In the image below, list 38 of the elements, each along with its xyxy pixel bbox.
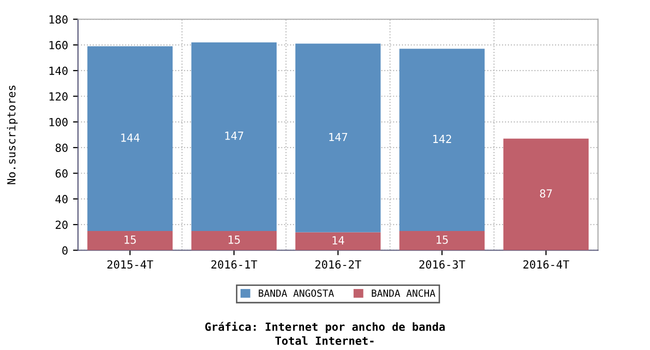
x-tick-label: 2016-3T [419, 260, 466, 269]
data-label: 87 [540, 189, 552, 198]
data-label: 147 [225, 132, 244, 140]
data-label: 147 [329, 132, 348, 142]
y-tick-label: 40 [55, 194, 68, 204]
data-label: 15 [436, 236, 448, 244]
bar [295, 232, 381, 250]
y-tick-label: 20 [56, 220, 68, 229]
y-tick-label: 60 [56, 169, 68, 178]
data-label: 14 [332, 236, 344, 244]
y-tick-label: 80 [56, 144, 68, 152]
bar [191, 231, 277, 250]
x-tick-label: 2015-4T [107, 260, 154, 269]
y-axis-title: No.suscriptores [6, 86, 18, 184]
data-label: 15 [124, 236, 136, 244]
text: Total Internet- [275, 336, 374, 345]
text: Gráfica: Internet por ancho de banda [205, 322, 445, 334]
bar [191, 42, 277, 231]
bar [295, 44, 381, 232]
y-tick-label: 180 [50, 15, 68, 24]
y-tick-label: 140 [50, 66, 68, 75]
x-tick-label: 2016-2T [315, 260, 362, 269]
bar [87, 46, 173, 231]
bar [399, 231, 485, 250]
y-tick-label: 100 [50, 118, 68, 126]
y-tick-label: 120 [50, 92, 68, 101]
data-label: 142 [433, 134, 452, 143]
legend-label: BANDA ANCHA [372, 289, 436, 297]
legend-label: BANDA ANGOSTA [258, 289, 334, 297]
x-tick-label: 2016-4T [523, 260, 570, 269]
bar [87, 231, 173, 250]
x-tick-label: 2016-1T [211, 260, 258, 269]
data-label: 15 [228, 236, 240, 244]
bar [399, 48, 485, 231]
data-label: 144 [121, 134, 140, 142]
bar [503, 138, 589, 250]
y-tick-label: 0 [62, 246, 68, 255]
y-tick-label: 160 [50, 40, 68, 50]
